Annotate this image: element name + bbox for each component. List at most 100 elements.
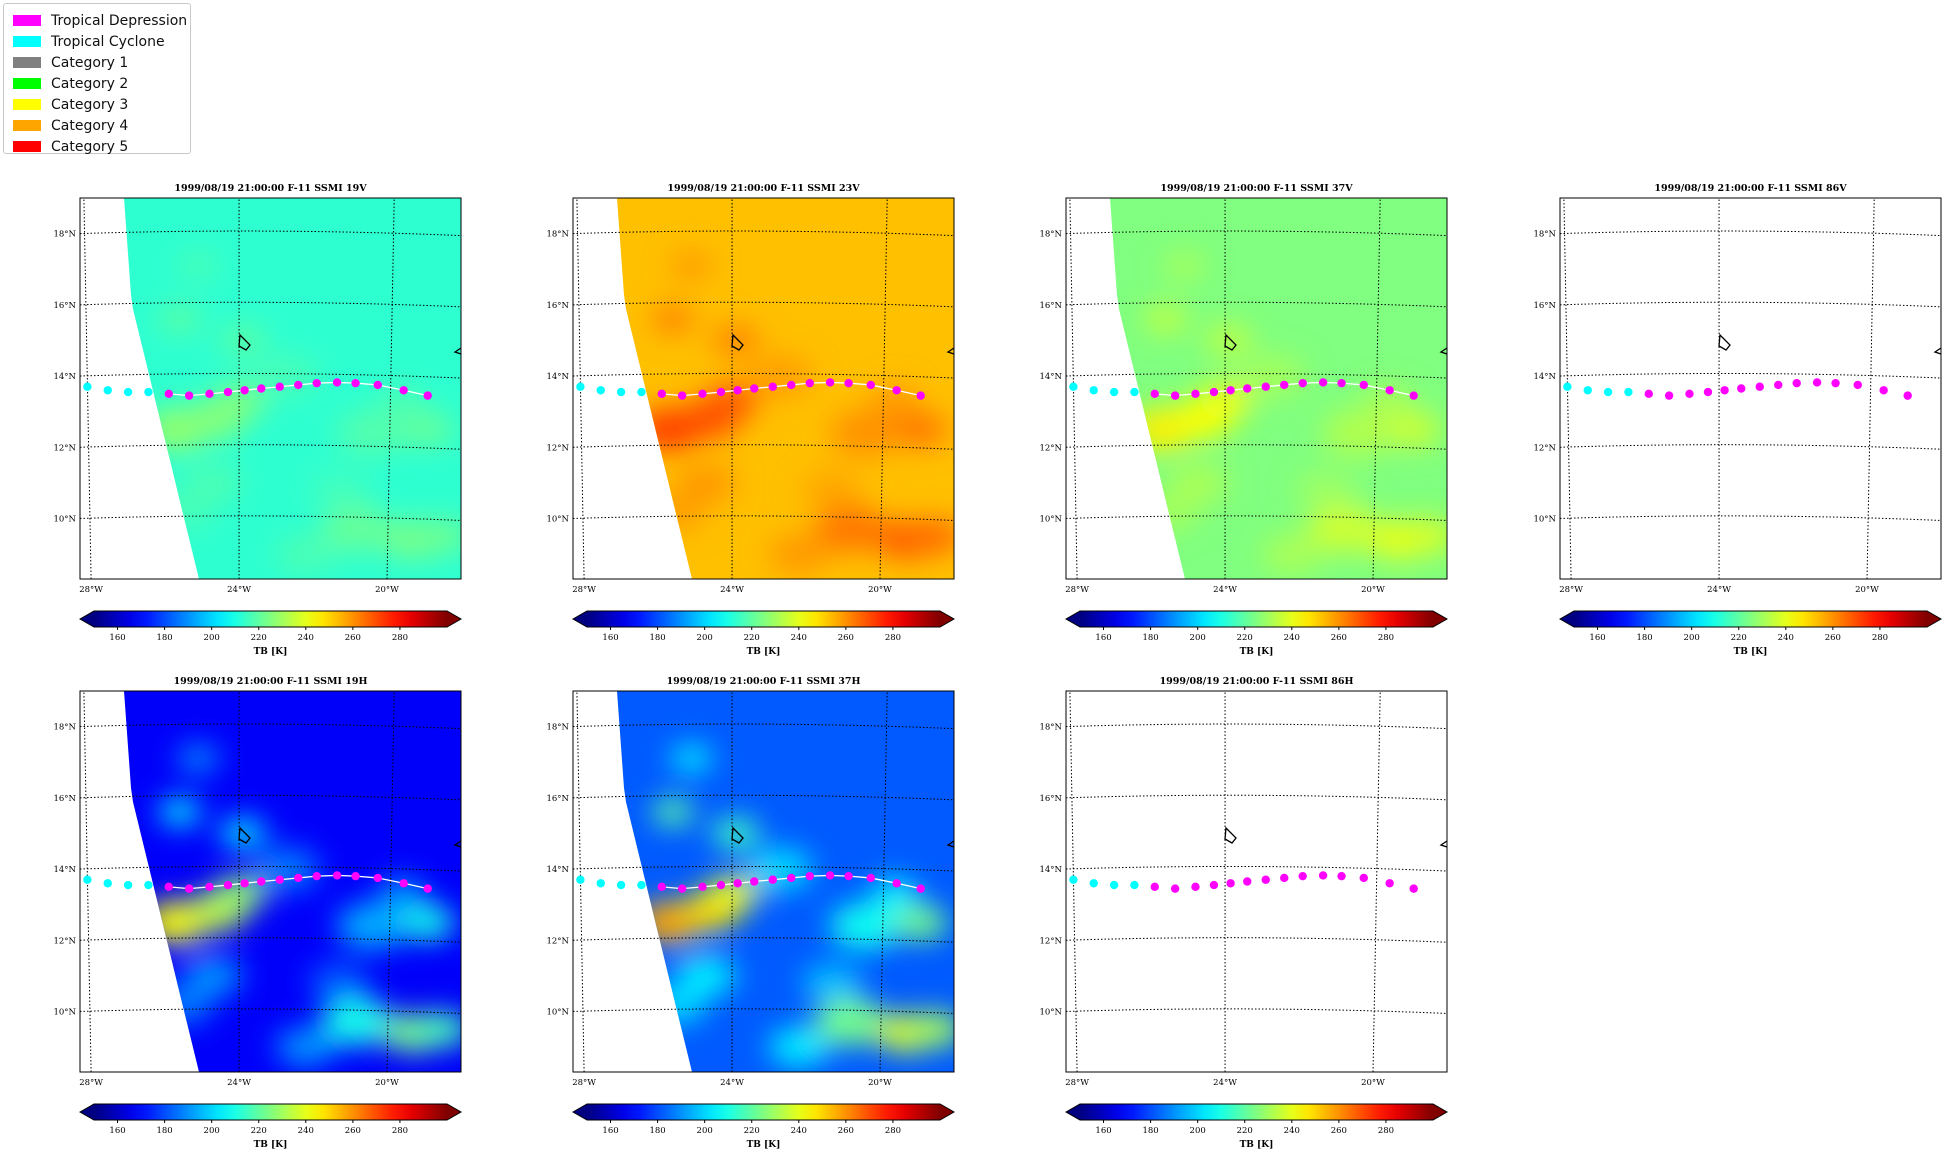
field-anomaly xyxy=(1240,354,1306,398)
colorbar-tick-label: 240 xyxy=(791,633,807,643)
track-point xyxy=(1664,391,1674,400)
field-anomaly xyxy=(1401,518,1447,554)
colorbar-tick-label: 160 xyxy=(602,633,618,643)
lon-tick-label: 28°W xyxy=(79,1078,103,1088)
track-point xyxy=(768,382,777,391)
meridian-line xyxy=(386,197,395,580)
panel-title: 1999/08/19 21:00:00 F-11 SSMI 37V xyxy=(1160,183,1353,194)
lat-tick-label: 16°N xyxy=(53,301,76,311)
colorbar: 160 180 200 220 240 260 280 TB [K] xyxy=(78,610,463,657)
track-point xyxy=(1337,871,1346,881)
track-point xyxy=(332,871,342,880)
coastline-outline xyxy=(946,840,955,848)
lon-tick-label: 28°W xyxy=(79,585,103,595)
field-anomaly xyxy=(1307,505,1379,553)
parallel-line xyxy=(572,1008,955,1014)
legend-swatch xyxy=(13,36,41,47)
colorbar-tick-label: 280 xyxy=(392,1126,408,1136)
track-point xyxy=(103,386,112,395)
parallel-line xyxy=(1065,372,1448,379)
track-point xyxy=(716,880,726,890)
track-point xyxy=(1130,387,1139,397)
colorbar-max-extension xyxy=(940,1104,954,1120)
colorbar-tick-label: 180 xyxy=(156,633,172,643)
parallel-line xyxy=(1559,444,1942,450)
track-point xyxy=(1563,382,1572,391)
coastline-outline xyxy=(453,840,462,848)
track-point xyxy=(1280,873,1289,883)
field-anomaly xyxy=(894,411,948,448)
track-point xyxy=(123,880,133,890)
track-point xyxy=(1318,378,1328,387)
lon-tick-label: 20°W xyxy=(868,585,892,595)
track-point xyxy=(257,384,266,393)
parallel-line xyxy=(79,794,462,801)
colorbar-tick-label: 240 xyxy=(1284,633,1300,643)
field-anomaly xyxy=(254,847,320,891)
lon-tick-label: 24°W xyxy=(227,585,251,595)
track-point xyxy=(1170,884,1180,893)
field-anomaly xyxy=(276,534,336,574)
colorbar-tick-label: 280 xyxy=(392,633,408,643)
field-anomaly xyxy=(309,963,369,1003)
lon-tick-label: 20°W xyxy=(1361,1078,1385,1088)
lat-tick-label: 10°N xyxy=(546,514,569,524)
legend-swatch xyxy=(13,57,41,68)
colorbar-tick-label: 240 xyxy=(1284,1126,1300,1136)
panel-37V: 1999/08/19 21:00:00 F-11 SSMI 37V 10°N 12°… xyxy=(1039,183,1449,657)
track-point xyxy=(1150,882,1159,892)
map-area xyxy=(1065,690,1448,1073)
track-point xyxy=(1755,382,1764,391)
colorbar-outline xyxy=(571,610,956,628)
colorbar-max-extension xyxy=(1433,1104,1447,1120)
lat-tick-label: 18°N xyxy=(1039,723,1062,733)
panel-title: 1999/08/19 21:00:00 F-11 SSMI 23V xyxy=(667,183,860,194)
field-anomaly xyxy=(415,1011,461,1047)
field-anomaly xyxy=(177,251,220,280)
track-point xyxy=(787,380,796,390)
lat-tick-label: 10°N xyxy=(1039,1007,1062,1017)
track-point xyxy=(1644,389,1653,399)
track-point xyxy=(1089,879,1098,888)
parallel-line xyxy=(572,372,955,379)
track-point xyxy=(1298,871,1307,881)
colorbar-tick-label: 220 xyxy=(1237,633,1253,643)
colorbar-tick-label: 240 xyxy=(298,1126,314,1136)
lat-tick-label: 14°N xyxy=(1039,372,1062,382)
panel-37H: 1999/08/19 21:00:00 F-11 SSMI 37H 10°N 12°… xyxy=(546,676,956,1150)
track-point xyxy=(844,871,853,881)
parallel-line xyxy=(79,515,462,521)
legend-swatch xyxy=(13,78,41,89)
colorbar-gradient xyxy=(1080,1104,1433,1120)
track-point xyxy=(1318,871,1328,880)
legend-item: Tropical Cyclone xyxy=(13,33,165,50)
island-outline xyxy=(731,826,744,844)
parallel-line xyxy=(572,444,955,450)
track-point xyxy=(657,389,666,399)
track-point xyxy=(733,879,742,888)
field-anomaly xyxy=(908,1011,954,1047)
graticule xyxy=(1559,197,1942,580)
track-point xyxy=(83,875,92,884)
track-point xyxy=(351,871,360,881)
colorbar-max-extension xyxy=(447,611,461,627)
parallel-line xyxy=(572,937,955,943)
field-anomaly xyxy=(652,305,694,333)
lon-tick-label: 24°W xyxy=(1213,585,1237,595)
legend-item: Category 3 xyxy=(13,96,128,113)
legend-swatch xyxy=(13,141,41,152)
colorbar-tick-label: 200 xyxy=(204,633,220,643)
meridian-line xyxy=(1866,197,1875,580)
lon-tick-label: 28°W xyxy=(572,585,596,595)
track-point xyxy=(576,875,585,884)
lat-tick-label: 14°N xyxy=(53,865,76,875)
lon-tick-label: 28°W xyxy=(1065,585,1089,595)
field-anomaly xyxy=(712,324,760,357)
parallel-line xyxy=(1065,444,1448,450)
parallel-line xyxy=(572,301,955,308)
track-point xyxy=(825,871,835,880)
island-outline xyxy=(1224,333,1237,351)
lon-tick-label: 20°W xyxy=(868,1078,892,1088)
parallel-line xyxy=(1065,937,1448,943)
field-anomaly xyxy=(747,847,813,891)
